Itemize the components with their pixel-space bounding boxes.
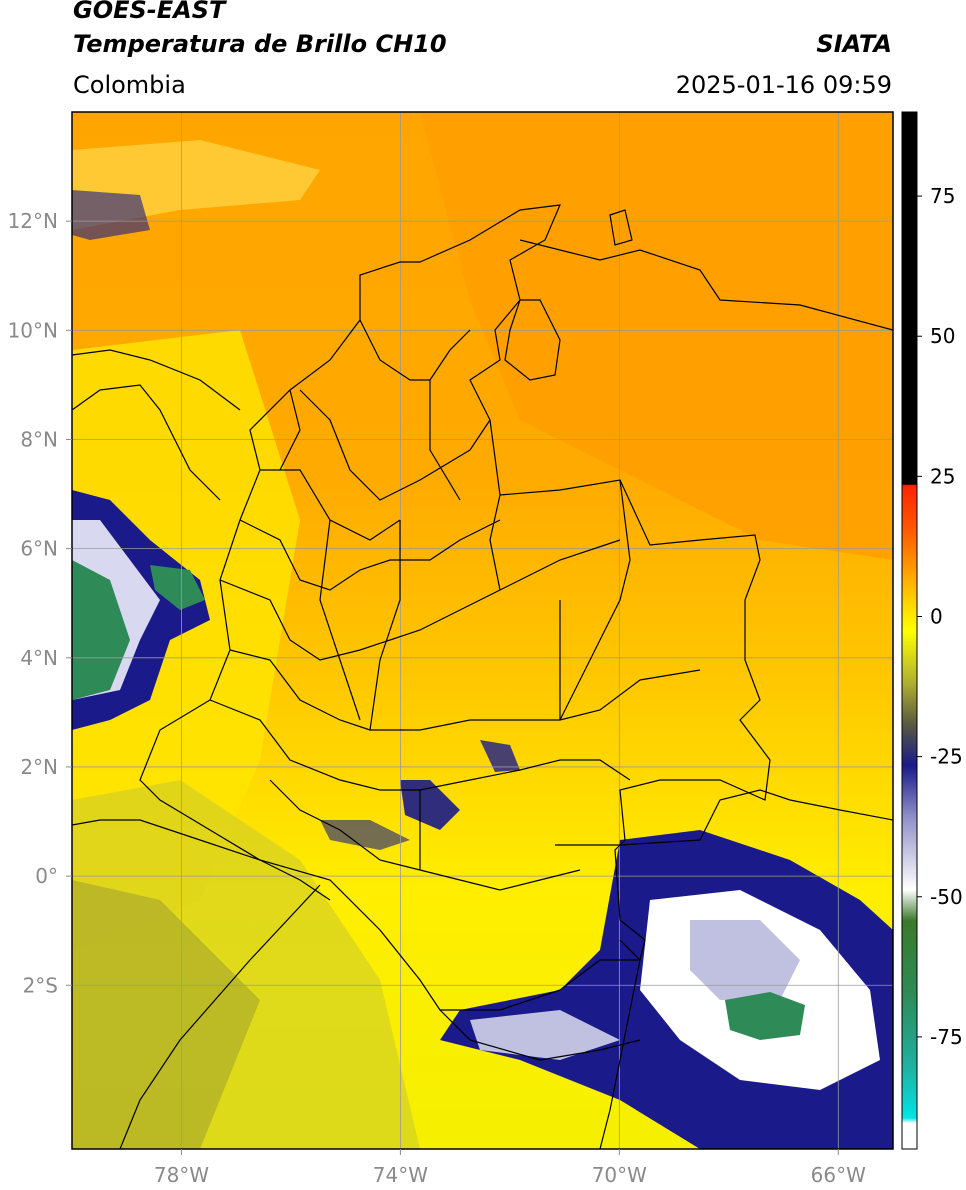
latitude-tick-label: 2°N — [20, 755, 58, 779]
latitude-tick-label: 4°N — [20, 646, 58, 670]
longitude-tick-label: 66°W — [811, 1163, 866, 1187]
latitude-tick-label: 8°N — [20, 427, 58, 451]
latitude-tick-label: 2°S — [23, 973, 58, 997]
latitude-labels: 12°N 10°N 8°N 6°N 4°N 2°N 0° 2°S — [8, 209, 72, 997]
product-title: Temperatura de Brillo CH10 — [73, 30, 447, 58]
colorbar: 75 50 25 0 -25 -50 -75 — [901, 111, 963, 1150]
country-borders — [72, 204, 893, 1149]
colorbar-tick-label: 25 — [930, 464, 955, 488]
longitude-labels: 78°W 74°W 70°W 66°W — [154, 1149, 866, 1187]
longitude-tick-label: 74°W — [373, 1163, 428, 1187]
timestamp-label: 2025-01-16 09:59 — [675, 71, 892, 99]
satellite-title: GOES-EAST — [73, 0, 226, 24]
longitude-tick-label: 78°W — [154, 1163, 209, 1187]
colorbar-tick-label: 50 — [930, 324, 955, 348]
colorbar-tick-label: 75 — [930, 184, 955, 208]
latitude-tick-label: 12°N — [8, 209, 58, 233]
colorbar-tick-label: -25 — [930, 745, 963, 769]
latitude-tick-label: 0° — [35, 864, 58, 888]
colorbar-tick-label: -75 — [930, 1025, 963, 1049]
graticule — [72, 112, 893, 1149]
colorbar-ramp — [902, 112, 917, 1149]
brightness-field — [72, 112, 893, 1149]
map-frame — [71, 111, 894, 1150]
latitude-tick-label: 6°N — [20, 537, 58, 561]
region-label: Colombia — [73, 71, 186, 99]
latitude-tick-label: 10°N — [8, 318, 58, 342]
colorbar-ticks: 75 50 25 0 -25 -50 -75 — [917, 184, 963, 1049]
colorbar-frame — [901, 111, 918, 1150]
colorbar-tick-label: 0 — [930, 604, 943, 628]
agency-label: SIATA — [816, 30, 892, 58]
longitude-tick-label: 70°W — [592, 1163, 647, 1187]
colorbar-tick-label: -50 — [930, 885, 963, 909]
